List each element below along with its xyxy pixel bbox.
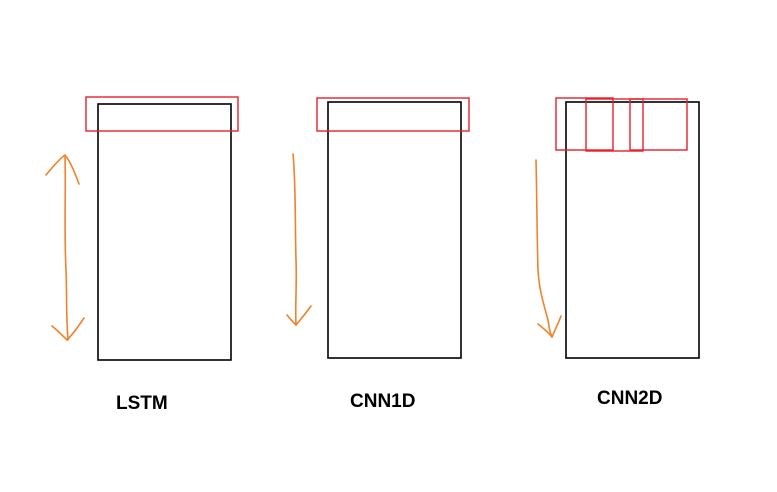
cnn2d-window-box-1 bbox=[555, 97, 614, 151]
cnn2d-label: CNN2D bbox=[597, 388, 663, 409]
panel-cnn1d bbox=[286, 97, 470, 359]
cnn1d-label: CNN1D bbox=[350, 391, 416, 412]
lstm-sequence-box bbox=[97, 103, 232, 361]
lstm-double-arrow-icon bbox=[45, 154, 85, 341]
panel-lstm bbox=[45, 96, 239, 361]
lstm-label: LSTM bbox=[116, 393, 168, 414]
cnn2d-window-box-2 bbox=[585, 98, 644, 152]
cnn1d-sequence-box bbox=[327, 101, 462, 359]
cnn1d-window-box bbox=[316, 97, 470, 132]
cnn2d-sequence-box bbox=[565, 101, 700, 359]
cnn2d-down-arrow-icon bbox=[535, 159, 562, 338]
cnn2d-window-box-3 bbox=[629, 98, 688, 151]
panel-cnn2d bbox=[535, 97, 700, 359]
cnn1d-down-arrow-icon bbox=[286, 153, 312, 326]
lstm-window-box bbox=[85, 96, 239, 132]
